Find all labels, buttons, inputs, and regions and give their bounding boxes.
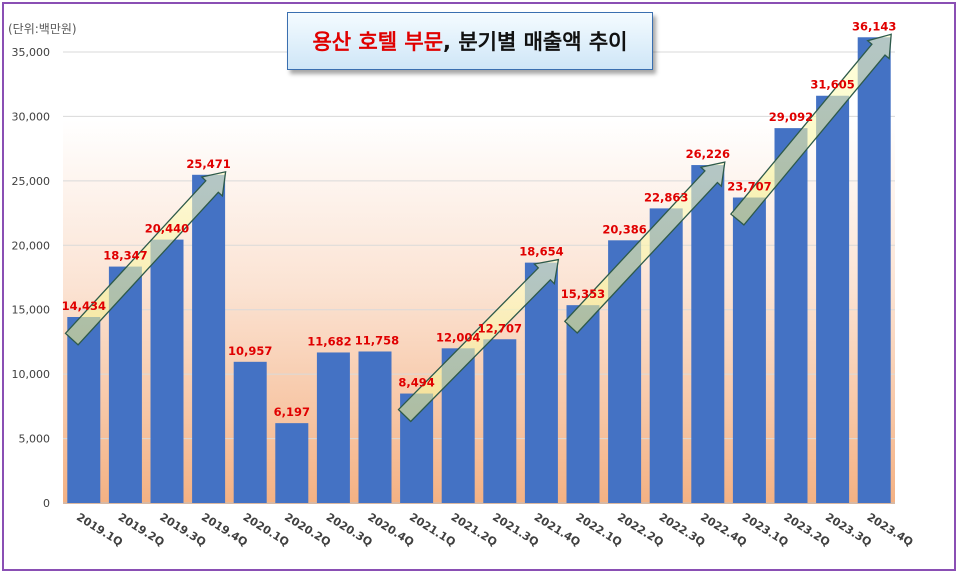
x-tick-label: 2020.4Q: [365, 511, 416, 549]
y-tick-label: 0: [43, 497, 50, 510]
data-label: 20,440: [145, 222, 189, 236]
unit-label: (단위:백만원): [8, 22, 77, 36]
data-label: 6,197: [274, 405, 310, 419]
chart-title: 용산 호텔 부문, 분기별 매출액 추이: [287, 12, 653, 70]
data-label: 18,347: [103, 249, 147, 263]
bar: [774, 128, 808, 504]
data-label: 8,494: [398, 376, 434, 390]
data-label: 23,707: [727, 180, 771, 194]
y-tick-label: 5,000: [19, 433, 51, 446]
x-tick-label: 2019.2Q: [116, 511, 167, 549]
data-label: 12,707: [478, 321, 522, 335]
data-label: 10,957: [228, 344, 272, 358]
y-tick-label: 30,000: [12, 110, 51, 123]
trend-arrow: [729, 33, 892, 226]
trend-arrow: [397, 258, 560, 423]
data-label: 18,654: [519, 245, 563, 259]
data-label: 11,758: [355, 333, 399, 347]
x-tick-label: 2022.4Q: [698, 511, 749, 549]
x-tick-label: 2020.3Q: [324, 511, 375, 549]
x-tick-label: 2019.1Q: [74, 511, 125, 549]
bar: [233, 361, 267, 503]
data-label: 26,226: [686, 147, 730, 161]
x-tick-label: 2021.2Q: [449, 511, 500, 549]
x-tick-label: 2022.3Q: [657, 511, 708, 549]
data-label: 15,353: [561, 287, 605, 301]
bar: [316, 352, 350, 503]
bar: [691, 165, 725, 503]
x-tick-label: 2019.4Q: [199, 511, 250, 549]
x-tick-label: 2022.1Q: [573, 511, 624, 549]
bar: [67, 317, 101, 503]
bar: [524, 262, 558, 503]
x-tick-label: 2022.2Q: [615, 511, 666, 549]
bar: [816, 95, 850, 503]
x-tick-label: 2019.3Q: [157, 511, 208, 549]
y-tick-label: 15,000: [12, 304, 51, 317]
y-tick-label: 10,000: [12, 368, 51, 381]
bar: [275, 423, 309, 503]
y-tick-label: 25,000: [12, 175, 51, 188]
x-tick-label: 2023.2Q: [781, 511, 832, 549]
bar: [150, 239, 184, 503]
y-tick-label: 35,000: [12, 46, 51, 59]
x-tick-label: 2021.1Q: [407, 511, 458, 549]
data-label: 36,143: [852, 19, 896, 33]
x-tick-label: 2021.3Q: [490, 511, 541, 549]
data-label: 12,004: [436, 330, 480, 344]
x-tick-label: 2023.1Q: [740, 511, 791, 549]
bar: [857, 37, 891, 503]
x-tick-label: 2023.3Q: [823, 511, 874, 549]
bar: [566, 305, 600, 503]
data-label: 31,605: [810, 78, 854, 92]
x-tick-label: 2020.2Q: [282, 511, 333, 549]
x-tick-label: 2023.4Q: [865, 511, 916, 549]
x-tick-label: 2020.1Q: [241, 511, 292, 549]
x-tick-label: 2021.4Q: [532, 511, 583, 549]
bar: [358, 351, 392, 503]
bar: [483, 339, 517, 503]
title-rest: , 분기별 매출액 추이: [443, 30, 628, 54]
trend-arrow: [64, 170, 227, 346]
title-highlight: 용산 호텔 부문: [312, 30, 444, 54]
data-label: 20,386: [602, 222, 646, 236]
bar: [649, 208, 683, 503]
data-label: 29,092: [769, 110, 813, 124]
trend-arrow: [563, 161, 726, 334]
plot-area: [63, 24, 895, 504]
data-label: 14,434: [62, 299, 106, 313]
bar: [732, 197, 766, 503]
y-tick-label: 20,000: [12, 239, 51, 252]
bar: [192, 174, 226, 503]
data-label: 25,471: [186, 157, 230, 171]
data-label: 11,682: [307, 334, 351, 348]
data-label: 22,863: [644, 190, 688, 204]
